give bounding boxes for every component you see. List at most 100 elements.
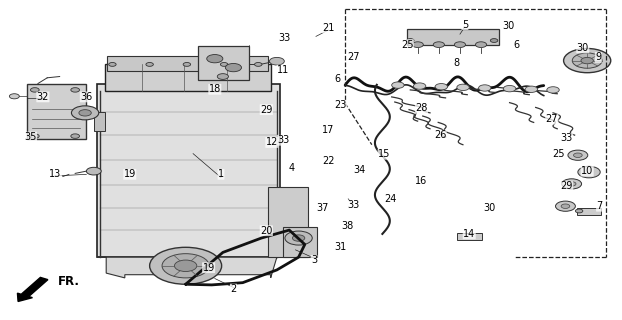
Text: 23: 23 bbox=[335, 100, 347, 110]
Text: 37: 37 bbox=[316, 204, 328, 213]
Text: 6: 6 bbox=[335, 74, 341, 84]
Text: 33: 33 bbox=[277, 135, 289, 145]
Circle shape bbox=[162, 254, 209, 278]
Circle shape bbox=[503, 85, 516, 92]
Text: 11: 11 bbox=[277, 65, 289, 75]
Text: 10: 10 bbox=[581, 166, 593, 176]
Text: 24: 24 bbox=[384, 194, 397, 204]
Text: 27: 27 bbox=[347, 52, 360, 62]
Circle shape bbox=[490, 39, 498, 43]
Circle shape bbox=[30, 134, 39, 138]
Circle shape bbox=[414, 83, 426, 89]
Circle shape bbox=[79, 110, 91, 116]
Circle shape bbox=[392, 82, 404, 88]
Circle shape bbox=[555, 201, 575, 211]
Circle shape bbox=[572, 53, 602, 68]
Text: 14: 14 bbox=[463, 229, 475, 239]
Bar bbox=[457, 233, 481, 240]
Text: 29: 29 bbox=[560, 181, 573, 191]
Text: 3: 3 bbox=[311, 255, 317, 265]
Text: 16: 16 bbox=[415, 176, 427, 186]
Circle shape bbox=[254, 62, 262, 66]
Circle shape bbox=[407, 39, 414, 43]
Bar bbox=[198, 46, 249, 80]
Circle shape bbox=[412, 42, 424, 48]
Circle shape bbox=[562, 179, 582, 189]
Text: 31: 31 bbox=[335, 242, 347, 252]
Text: 36: 36 bbox=[80, 92, 93, 102]
Text: 25: 25 bbox=[401, 40, 414, 50]
FancyArrow shape bbox=[17, 277, 48, 301]
Circle shape bbox=[435, 84, 448, 90]
Circle shape bbox=[86, 167, 101, 175]
Circle shape bbox=[575, 209, 583, 213]
Circle shape bbox=[217, 74, 228, 79]
Circle shape bbox=[454, 42, 465, 48]
Text: 13: 13 bbox=[49, 169, 62, 179]
Text: 22: 22 bbox=[322, 156, 335, 166]
Text: 7: 7 bbox=[596, 201, 603, 211]
Polygon shape bbox=[97, 257, 277, 278]
Text: 4: 4 bbox=[288, 163, 294, 173]
Bar bbox=[577, 208, 601, 215]
Circle shape bbox=[581, 57, 593, 64]
Text: 12: 12 bbox=[266, 138, 278, 148]
Circle shape bbox=[475, 42, 486, 48]
Text: 33: 33 bbox=[347, 200, 360, 210]
Text: 5: 5 bbox=[462, 20, 468, 29]
Circle shape bbox=[434, 42, 445, 48]
Circle shape bbox=[72, 106, 99, 120]
Bar bbox=[105, 64, 271, 92]
Text: 20: 20 bbox=[260, 226, 272, 236]
Text: 2: 2 bbox=[230, 284, 236, 294]
Bar bbox=[407, 29, 499, 45]
Text: 19: 19 bbox=[203, 263, 215, 273]
Bar bbox=[97, 84, 280, 257]
Circle shape bbox=[547, 87, 559, 93]
Circle shape bbox=[573, 153, 582, 157]
Text: 19: 19 bbox=[124, 169, 136, 179]
Bar bbox=[283, 227, 317, 257]
Text: 34: 34 bbox=[353, 165, 366, 175]
Text: 27: 27 bbox=[545, 114, 558, 124]
Text: 30: 30 bbox=[502, 20, 514, 30]
Text: 26: 26 bbox=[434, 130, 446, 140]
Circle shape bbox=[146, 62, 154, 66]
Circle shape bbox=[457, 84, 469, 91]
Circle shape bbox=[478, 85, 491, 91]
Text: 33: 33 bbox=[560, 133, 573, 143]
Circle shape bbox=[150, 247, 221, 284]
Text: 25: 25 bbox=[552, 149, 564, 159]
Text: 35: 35 bbox=[24, 132, 37, 142]
Circle shape bbox=[71, 134, 80, 138]
Text: 15: 15 bbox=[378, 149, 391, 159]
Text: 17: 17 bbox=[322, 125, 335, 135]
Bar bbox=[267, 187, 308, 257]
Circle shape bbox=[269, 57, 284, 65]
Circle shape bbox=[564, 49, 611, 73]
Text: 8: 8 bbox=[454, 58, 460, 68]
Text: 28: 28 bbox=[415, 103, 428, 113]
Circle shape bbox=[225, 63, 241, 72]
Text: FR.: FR. bbox=[58, 275, 80, 288]
Circle shape bbox=[109, 62, 116, 66]
Text: 33: 33 bbox=[279, 33, 291, 43]
Circle shape bbox=[285, 231, 312, 245]
Circle shape bbox=[567, 182, 576, 186]
Text: 32: 32 bbox=[37, 92, 49, 102]
Text: 21: 21 bbox=[322, 23, 335, 33]
Circle shape bbox=[30, 88, 39, 92]
Text: 38: 38 bbox=[341, 221, 353, 231]
Circle shape bbox=[568, 150, 588, 160]
Bar bbox=[27, 84, 86, 139]
Text: 9: 9 bbox=[595, 52, 601, 62]
Text: 6: 6 bbox=[513, 40, 519, 50]
Text: 30: 30 bbox=[577, 43, 589, 53]
Text: 29: 29 bbox=[260, 105, 272, 115]
Circle shape bbox=[174, 260, 197, 271]
Bar bbox=[108, 56, 267, 71]
Circle shape bbox=[292, 235, 305, 241]
Circle shape bbox=[9, 94, 19, 99]
Text: 30: 30 bbox=[484, 204, 496, 213]
Circle shape bbox=[207, 54, 223, 63]
